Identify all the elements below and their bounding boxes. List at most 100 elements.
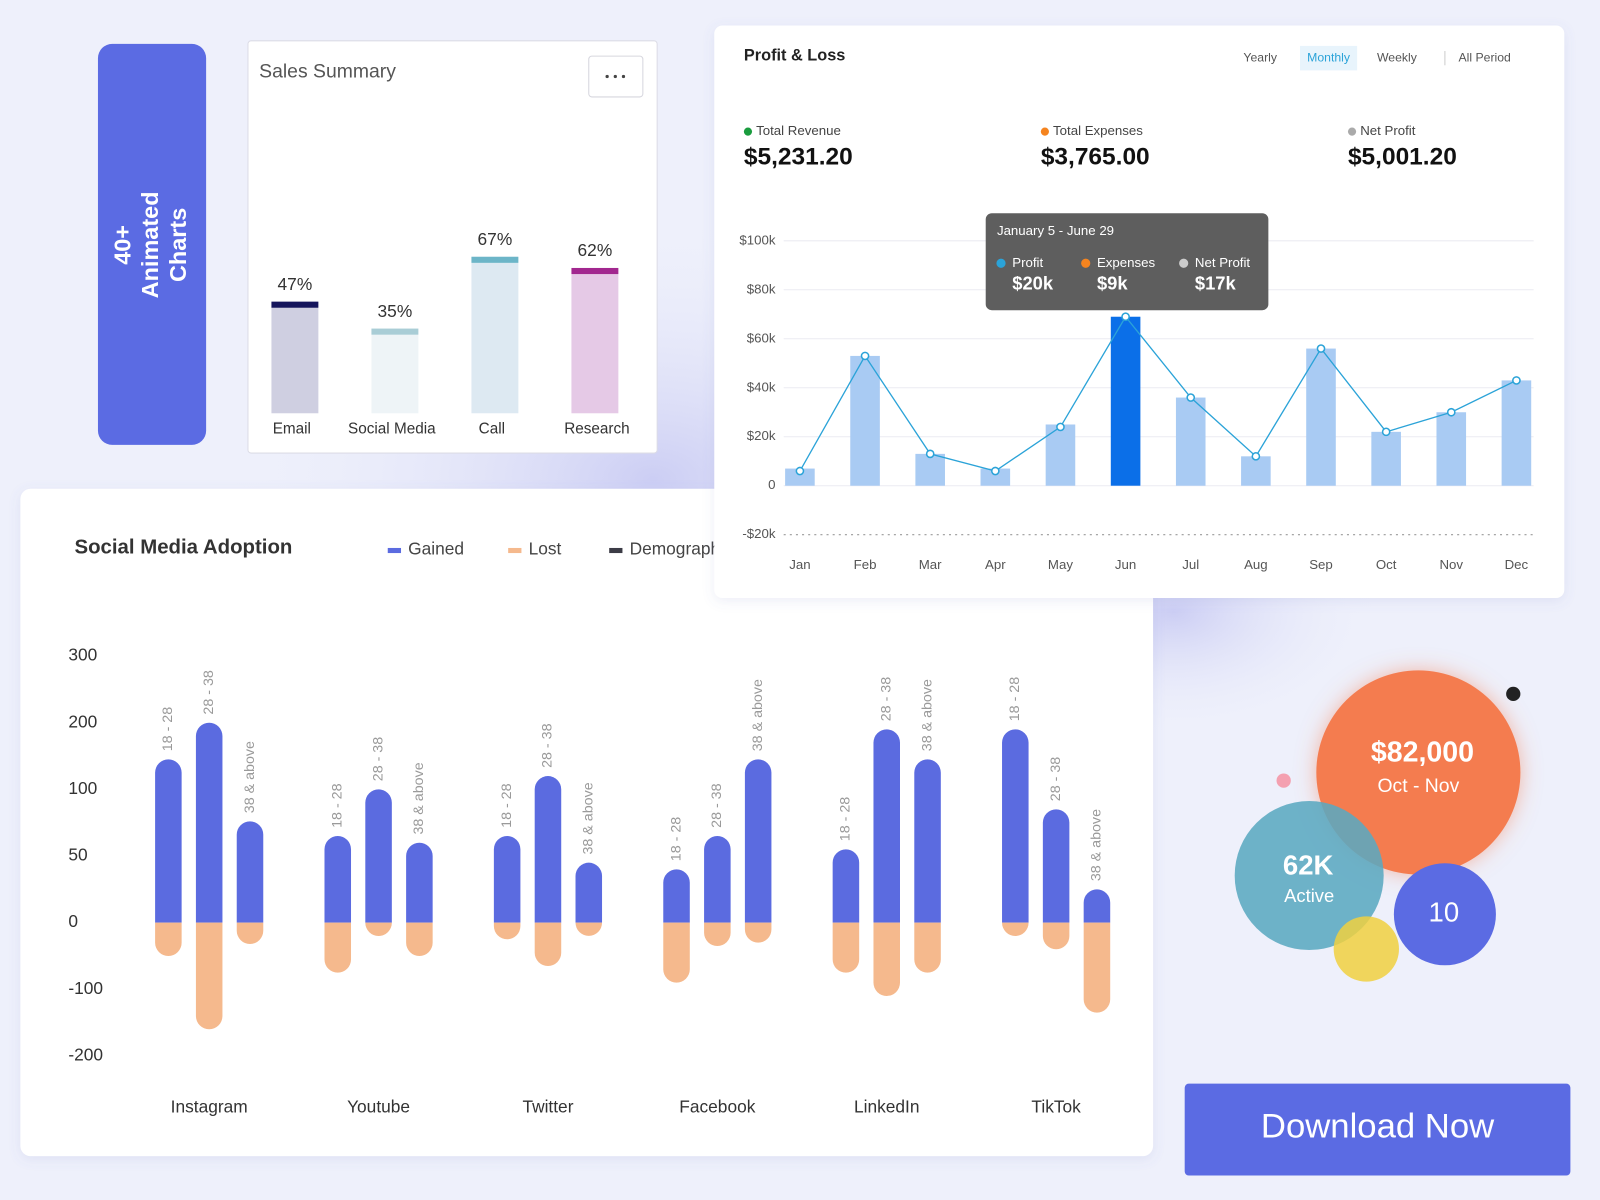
menu-dot — [621, 74, 626, 79]
summary-dot — [1040, 127, 1049, 136]
value-label: 62% — [578, 240, 613, 260]
lost-bar — [914, 922, 941, 973]
value-label: 35% — [378, 301, 413, 321]
x-tick-label: Aug — [1244, 557, 1268, 572]
line-point — [925, 449, 935, 459]
y-tick-label: $60k — [747, 330, 776, 345]
banner: 40+ Animated Charts — [97, 43, 207, 445]
group-label: 38 & above — [581, 782, 597, 854]
summary-dot — [743, 127, 753, 136]
bubble — [1393, 863, 1496, 966]
legend-swatch — [508, 547, 522, 554]
y-tick-label: -200 — [68, 1044, 103, 1064]
gained-bar — [832, 849, 860, 923]
bubble-value: 10 — [1429, 897, 1460, 928]
line-point — [860, 351, 870, 361]
tooltip: January 5 - June 29 Profit $20k Expenses $9k… — [985, 213, 1269, 311]
x-tick-label: TikTok — [1031, 1097, 1081, 1117]
gained-bar — [195, 722, 223, 923]
y-tick-label: 100 — [68, 778, 97, 798]
y-tick-label: 50 — [68, 845, 87, 865]
y-tick-label: 300 — [68, 645, 97, 665]
summary-value: $5,231.20 — [744, 144, 853, 171]
chart-title: Social Media Adoption — [74, 536, 292, 558]
tab[interactable]: Yearly — [1243, 50, 1277, 64]
value-label: 47% — [278, 274, 313, 294]
summary-label: Total Expenses — [1053, 123, 1143, 138]
line-point — [1446, 407, 1456, 417]
banner-line: Charts — [165, 208, 191, 282]
bar-cap — [371, 328, 419, 335]
tooltip-value: $9k — [1097, 273, 1128, 294]
x-tick-label: Facebook — [679, 1097, 755, 1117]
y-tick-label: $100k — [739, 232, 775, 247]
tab[interactable]: All Period — [1459, 50, 1512, 64]
button-box[interactable] — [1184, 1083, 1571, 1176]
lost-bar — [1042, 922, 1070, 950]
bubble-label: Oct - Nov — [1377, 775, 1459, 797]
bar — [1501, 380, 1532, 486]
tab[interactable]: Weekly — [1377, 50, 1418, 64]
line-point — [1056, 422, 1065, 432]
bubble-value: $82,000 — [1371, 737, 1474, 769]
bubble — [1316, 670, 1521, 875]
decor-dot — [1506, 686, 1521, 702]
group-label: 28 - 38 — [709, 783, 725, 827]
line-point — [1316, 344, 1326, 353]
bar-cap — [471, 256, 519, 263]
group-label: 28 - 38 — [201, 670, 217, 714]
tooltip-value: $17k — [1195, 273, 1237, 294]
legend-swatch — [609, 547, 623, 554]
profit-loss-card: Profit & Loss Yearly Monthly Weekly All Peri… — [714, 25, 1565, 598]
lost-bar — [744, 922, 772, 943]
summary-label: Net Profit — [1360, 123, 1416, 138]
line-point — [1251, 451, 1261, 461]
x-tick-label: Sep — [1309, 557, 1333, 572]
category-label: Call — [479, 421, 505, 438]
download-button[interactable]: Download Now — [1184, 1083, 1571, 1176]
chart-title: Profit & Loss — [744, 46, 846, 64]
gained-bar — [155, 759, 182, 923]
bar — [785, 468, 815, 486]
tooltip-title: January 5 - June 29 — [997, 223, 1114, 238]
group-label: 28 - 38 — [1048, 757, 1064, 801]
lost-bar — [1002, 922, 1029, 936]
banner-line: 40+ — [110, 225, 136, 265]
gained-bar — [534, 776, 562, 923]
lost-bar — [1083, 922, 1111, 1013]
gained-bar — [324, 836, 352, 923]
tab[interactable]: Monthly — [1307, 50, 1351, 64]
group-label: 28 - 38 — [370, 737, 386, 781]
gained-bar — [873, 729, 900, 923]
gained-bar — [704, 836, 731, 923]
summary-dot — [1347, 127, 1357, 136]
summary-label: Total Revenue — [756, 123, 841, 138]
gained-bar — [663, 869, 690, 923]
legend-label: Lost — [529, 539, 562, 559]
bar — [915, 453, 945, 486]
group-label: 38 & above — [919, 679, 935, 751]
tooltip-label: Profit — [1012, 255, 1043, 270]
gained-bar — [1002, 729, 1029, 923]
button-label[interactable]: Download Now — [1261, 1108, 1495, 1146]
legend-swatch — [387, 547, 402, 554]
line-point — [1121, 312, 1130, 322]
bar — [1110, 316, 1141, 486]
gained-bar — [914, 759, 941, 923]
summary-value: $3,765.00 — [1041, 144, 1150, 171]
x-tick-label: Jun — [1115, 557, 1136, 572]
x-tick-label: Jul — [1182, 557, 1199, 572]
bar — [1045, 424, 1076, 486]
gained-bar — [1083, 889, 1111, 923]
group-label: 18 - 28 — [668, 817, 684, 861]
gained-bar — [406, 842, 433, 923]
card — [247, 40, 658, 454]
bar — [371, 334, 419, 414]
x-tick-label: Feb — [854, 557, 877, 572]
tooltip-label: Net Profit — [1195, 255, 1251, 270]
x-tick-label: Mar — [919, 557, 942, 572]
card — [714, 25, 1565, 598]
bubble-value: 62K — [1283, 850, 1334, 881]
decor-dot — [1276, 773, 1291, 788]
y-tick-label: $80k — [747, 281, 776, 296]
